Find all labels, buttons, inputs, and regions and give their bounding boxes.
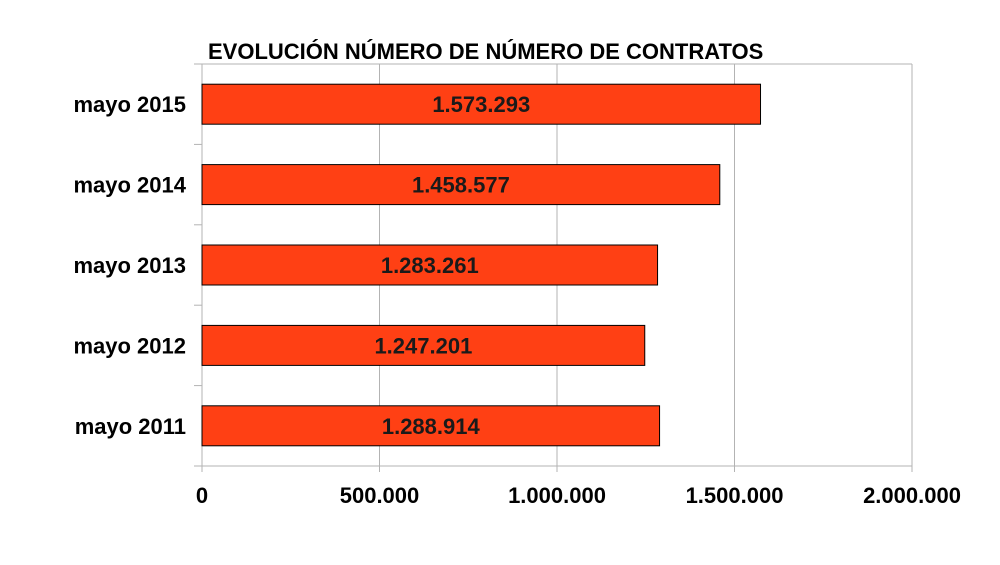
bar	[201, 83, 762, 125]
category-labels: mayo 2015 mayo 2014 mayo 2013 mayo 2012 mayo…	[73, 92, 186, 439]
bar	[201, 164, 721, 206]
chart-title: EVOLUCIÓN NÚMERO DE NÚMERO DE CONTRATOS	[208, 39, 763, 64]
bar	[201, 244, 659, 286]
grid-lines	[194, 63, 913, 472]
category-label: mayo 2013	[73, 253, 186, 278]
x-tick-label: 2.000.000	[863, 483, 961, 508]
category-label: mayo 2015	[73, 92, 186, 117]
data-label: 1.288.914	[382, 414, 481, 439]
x-tick-label: 1.500.000	[686, 483, 784, 508]
data-label: 1.458.577	[412, 173, 510, 198]
x-tick-label: 500.000	[340, 483, 420, 508]
category-label: mayo 2014	[73, 173, 186, 198]
category-label: mayo 2011	[75, 414, 186, 439]
data-label: 1.283.261	[381, 253, 479, 278]
x-tick-labels: 0 500.000 1.000.000 1.500.000 2.000.000	[196, 483, 961, 508]
bars-group: 1.573.293 1.458.577 1.283.261 1.247.201 1.28…	[201, 83, 762, 447]
bar	[201, 405, 661, 447]
bar	[201, 324, 646, 366]
x-tick-label: 1.000.000	[508, 483, 606, 508]
data-label: 1.247.201	[374, 333, 472, 358]
category-label: mayo 2012	[73, 333, 186, 358]
data-label: 1.573.293	[432, 92, 530, 117]
x-tick-label: 0	[196, 483, 208, 508]
